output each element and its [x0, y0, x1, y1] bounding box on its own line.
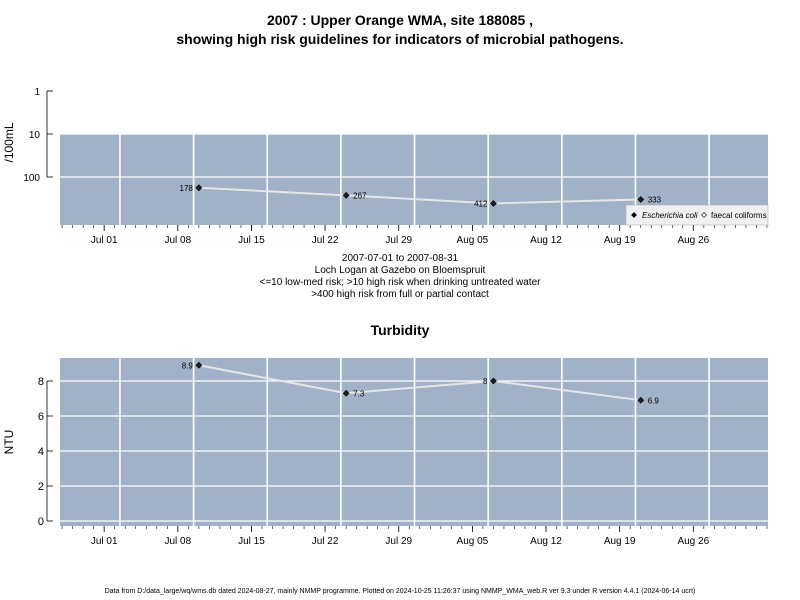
ecoli-point — [637, 196, 645, 203]
ecoli-data-label: 412 — [474, 199, 488, 208]
y-tick-label: 4 — [38, 446, 44, 458]
y-axis-label: /100mL — [2, 122, 16, 162]
y-tick-label: 0 — [38, 516, 44, 528]
x-tick-label: Jul 29 — [385, 235, 412, 246]
legend-box — [625, 204, 769, 226]
ecoli-data-label: 333 — [648, 195, 662, 204]
turbidity-point — [195, 361, 203, 369]
turbidity-data-label: 8 — [483, 377, 488, 386]
x-tick-label: Jul 15 — [238, 536, 265, 547]
x-tick-label: Jul 01 — [91, 536, 118, 547]
ecoli-data-label: 178 — [180, 184, 194, 193]
x-tick-label: Jul 22 — [312, 536, 339, 547]
y-tick-label: 10 — [29, 130, 41, 141]
x-tick-label: Aug 26 — [677, 235, 709, 246]
y-tick-label: 1 — [34, 87, 40, 98]
risk-guideline-text-1: <=10 low-med risk; >10 high risk when dr… — [259, 277, 541, 288]
turbidity-data-label: 7.3 — [353, 389, 365, 398]
turbidity-point — [637, 396, 645, 404]
y-tick-label: 2 — [38, 481, 44, 493]
chart-title-line2: showing high risk guidelines for indicat… — [176, 31, 624, 47]
y-tick-label: 8 — [38, 376, 44, 388]
x-tick-label: Jul 29 — [385, 536, 412, 547]
x-tick-label: Jul 22 — [312, 235, 339, 246]
ecoli-point — [490, 200, 497, 207]
legend-faecal-label: faecal coliforms — [711, 211, 767, 220]
x-tick-label: Aug 26 — [677, 536, 709, 547]
legend-faecal-marker — [701, 212, 707, 218]
x-tick-label: Jul 01 — [91, 235, 118, 246]
x-tick-label: Jul 08 — [164, 536, 191, 547]
turbidity-data-label: 6.9 — [648, 396, 660, 405]
turbidity-series-line — [198, 364, 641, 402]
x-tick-label: Aug 05 — [457, 235, 489, 246]
x-tick-label: Aug 19 — [604, 536, 636, 547]
x-tick-label: Aug 12 — [530, 536, 562, 547]
turbidity-point — [490, 377, 497, 385]
x-tick-label: Jul 15 — [238, 235, 265, 246]
footer-note: Data from D:/data_large/wq/wms.db dated … — [104, 588, 696, 595]
x-tick-label: Aug 12 — [530, 235, 562, 246]
date-range-text: 2007-07-01 to 2007-08-31 — [341, 253, 459, 264]
x-tick-label: Aug 05 — [457, 536, 489, 547]
x-tick-label: Jul 08 — [164, 235, 191, 246]
site-name-text: Loch Logan at Gazebo on Bloemspruit — [314, 265, 486, 276]
y-axis-label: NTU — [2, 430, 16, 455]
risk-guideline-text-2: >400 high risk from full or partial cont… — [311, 289, 489, 300]
ecoli-series-line — [198, 186, 641, 205]
y-tick-label: 100 — [23, 173, 40, 184]
ecoli-point — [342, 191, 350, 199]
ecoli-point — [195, 184, 203, 192]
legend-ecoli-label: Escherichia coli — [642, 211, 698, 220]
y-tick-label: 6 — [38, 411, 44, 423]
x-tick-label: Aug 19 — [604, 235, 636, 246]
legend-ecoli-marker — [631, 212, 637, 218]
turbidity-title: Turbidity — [370, 322, 430, 338]
chart-title-line1: 2007 : Upper Orange WMA, site 188085 , — [266, 12, 534, 28]
turbidity-data-label: 8.9 — [182, 361, 194, 370]
ecoli-data-label: 267 — [353, 191, 367, 200]
turbidity-point — [342, 389, 350, 397]
